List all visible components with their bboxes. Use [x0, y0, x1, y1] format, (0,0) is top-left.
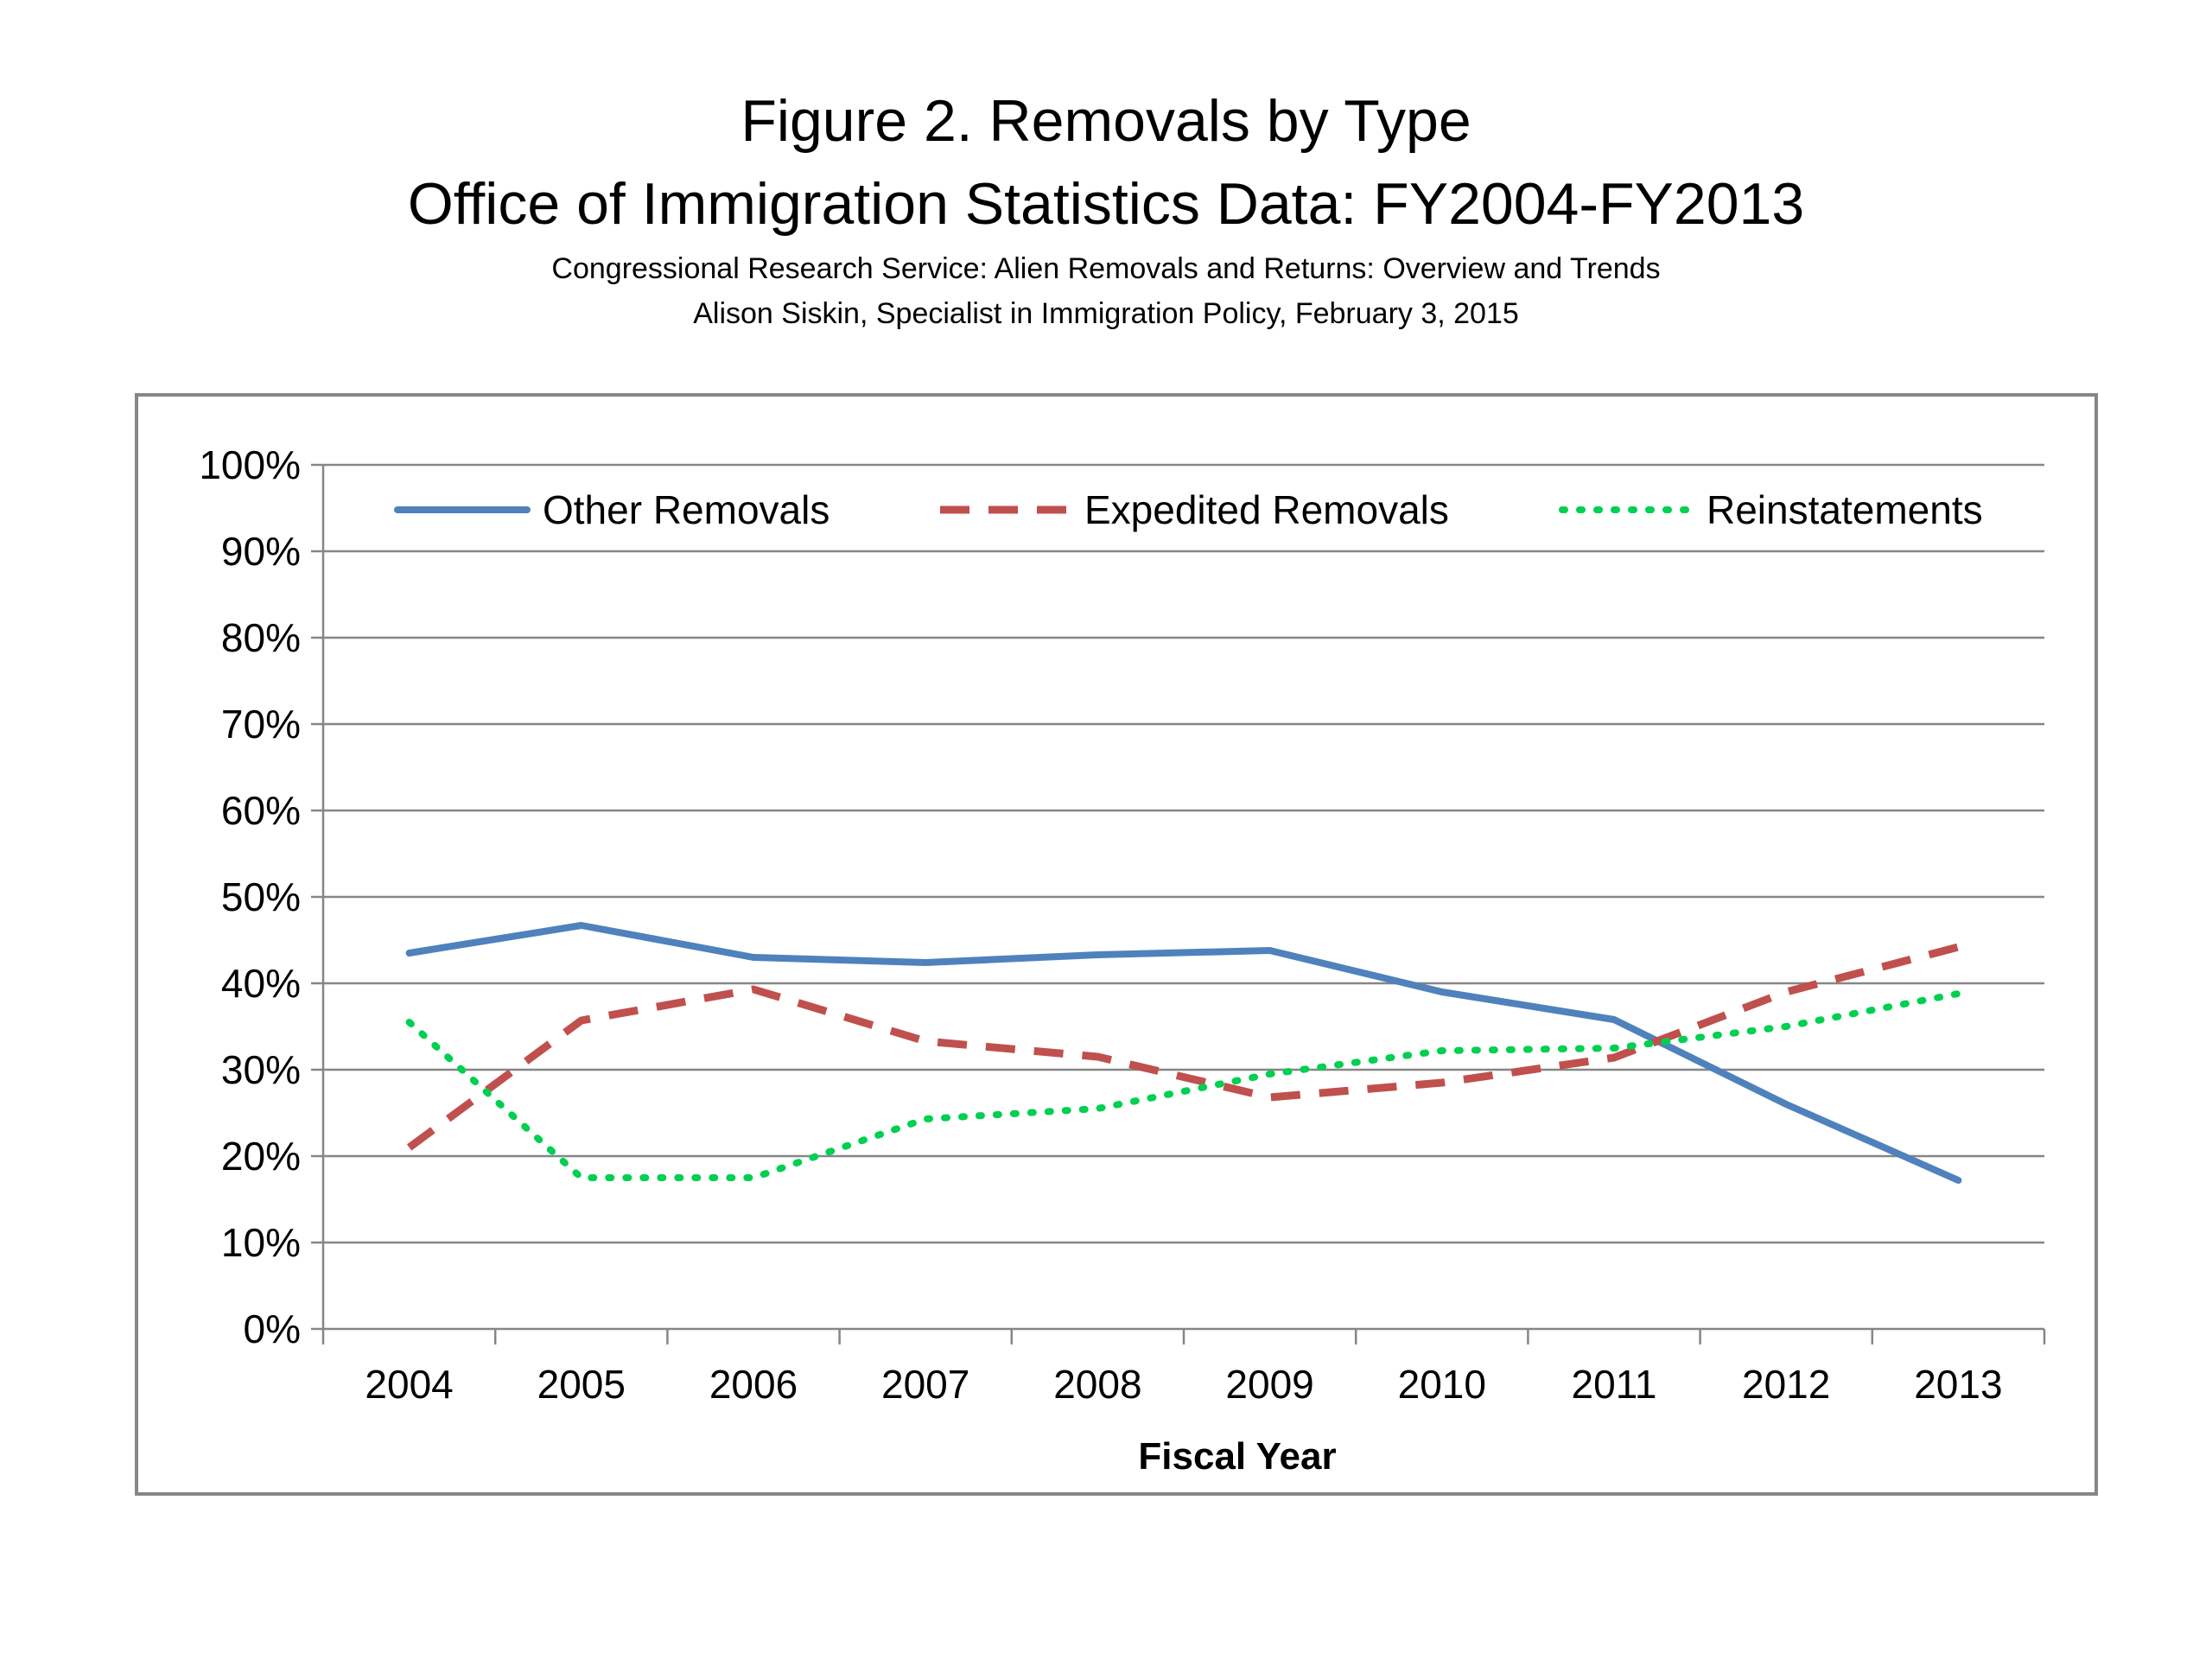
- x-axis-tick-label: 2004: [365, 1362, 453, 1407]
- x-axis-tick-label: 2008: [1053, 1362, 1141, 1407]
- y-axis-tick-label: 50%: [221, 874, 301, 919]
- series-line-other-removals: [405, 922, 1962, 1184]
- chart-title: Figure 2. Removals by Type: [741, 88, 1471, 154]
- x-axis-tick-label: 2011: [1572, 1362, 1657, 1407]
- series-line-reinstatements: [405, 990, 1962, 1181]
- y-axis-tick-label: 100%: [199, 442, 301, 487]
- legend-label: Reinstatements: [1707, 487, 1983, 532]
- legend: Other Removals Expedited Removals Reinstat…: [394, 487, 1983, 532]
- legend-label: Other Removals: [543, 487, 830, 532]
- data-series: [405, 922, 1962, 1184]
- y-axis-tick-labels: 0% 10% 20% 30% 40% 50% 60% 70% 80% 90% 100%: [199, 442, 301, 1351]
- y-axis-tick-label: 90%: [221, 529, 301, 574]
- x-axis-tick-label: 2005: [537, 1362, 626, 1407]
- gridlines: [323, 463, 2044, 1244]
- x-axis-tick-label: 2007: [881, 1362, 969, 1407]
- y-axis-tick-label: 10%: [221, 1220, 301, 1265]
- x-axis-tick-labels: 2004 2005 2006 2007 2008 2009 2010 2011 2012 2013: [365, 1362, 2002, 1407]
- x-axis-tick-label: 2006: [709, 1362, 798, 1407]
- chart-title-line-2: Office of Immigration Statistics Data: F…: [407, 171, 1805, 237]
- chart-subtitle: Congressional Research Service: Alien Re…: [551, 252, 1661, 285]
- x-axis-title: Fiscal Year: [1138, 1435, 1336, 1478]
- y-axis-tick-label: 40%: [221, 961, 301, 1006]
- y-axis-tick-label: 0%: [244, 1306, 301, 1351]
- axes: [311, 463, 2046, 1344]
- y-axis-tick-label: 70%: [221, 702, 301, 747]
- x-axis-tick-label: 2010: [1398, 1362, 1486, 1407]
- y-axis-tick-label: 60%: [221, 788, 301, 833]
- x-axis-tick-label: 2009: [1225, 1362, 1313, 1407]
- series-line-expedited-removals: [406, 943, 1960, 1151]
- legend-label: Expedited Removals: [1084, 487, 1449, 532]
- x-axis-tick-label: 2013: [1914, 1362, 2002, 1407]
- y-axis-tick-label: 80%: [221, 615, 301, 660]
- y-axis-tick-label: 20%: [221, 1134, 301, 1179]
- y-axis-tick-label: 30%: [221, 1047, 301, 1092]
- x-axis-tick-label: 2012: [1742, 1362, 1830, 1407]
- chart-subtitle-line-2: Alison Siskin, Specialist in Immigration…: [693, 297, 1519, 330]
